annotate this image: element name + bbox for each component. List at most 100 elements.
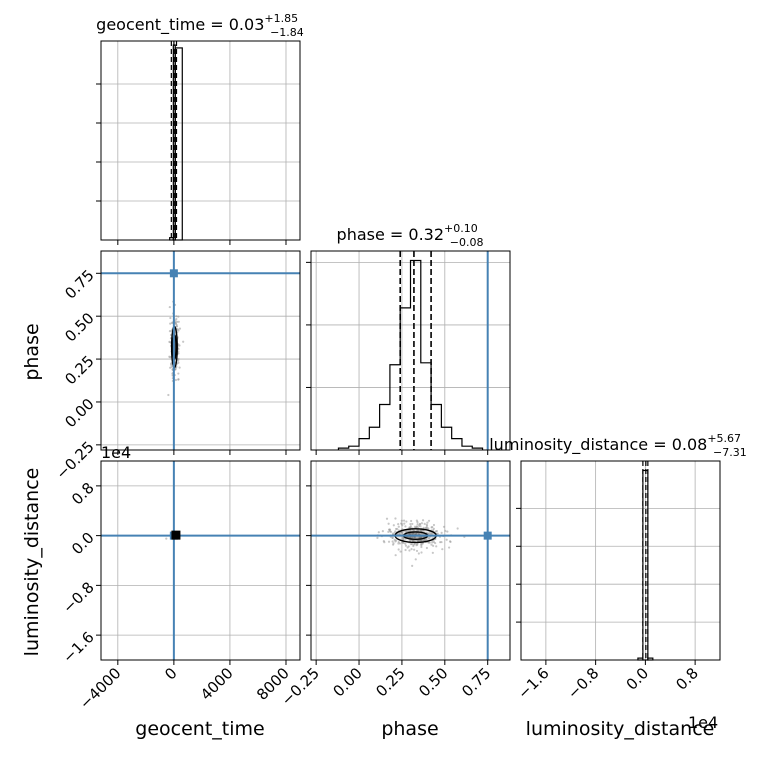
scatter-distance-phase-point-251 (432, 544, 435, 547)
scatter-phase-geocent-point-236 (174, 368, 177, 371)
title-luminosity-distance: luminosity_distance = 0.08+5.67 −7.31 (489, 432, 747, 459)
scatter-distance-phase-point-318 (397, 525, 400, 528)
scatter-distance-phase-point-147 (414, 558, 417, 561)
scatter-phase-geocent-point-204 (177, 372, 180, 375)
scatter-distance-phase-point-146 (400, 522, 403, 525)
scatter-distance-phase-point-129 (394, 517, 397, 520)
scatter-phase-geocent-yticklabel-4: 0.75 (61, 266, 97, 302)
scatter-phase-geocent-point-104 (175, 317, 178, 321)
scatter-distance-phase-point-262 (408, 549, 411, 552)
scatter-phase-geocent-point-246 (177, 329, 180, 332)
xlabel-luminosity-distance: luminosity_distance (526, 718, 715, 740)
title-luminosity-distance-median: 0.08 (672, 435, 708, 454)
scatter-distance-phase-point-277 (413, 542, 417, 545)
scatter-phase-geocent-point-53 (177, 315, 180, 318)
title-phase-plus: +0.10 (444, 222, 478, 235)
scatter-distance-phase-point-38 (423, 522, 426, 525)
scatter-distance-geocent-xticklabel-2: 4000 (197, 664, 237, 704)
scatter-distance-phase-point-282 (376, 536, 379, 539)
scatter-distance-phase-point-288 (432, 523, 436, 527)
scatter-distance-geocent-yticklabel-2: 0.0 (68, 529, 98, 559)
scatter-distance-phase-point-128 (415, 549, 419, 553)
scatter-distance-phase-point-4 (410, 519, 413, 523)
scatter-distance-phase-point-77 (412, 544, 415, 548)
scatter-distance-geocent-frame (100, 460, 301, 661)
scatter-distance-geocent-yticklabel-3: 0.8 (68, 479, 98, 509)
scatter-distance-phase-point-278 (404, 525, 407, 528)
scatter-distance-phase-point-238 (404, 544, 408, 547)
offset-label-x-distance: 1e4 (688, 713, 718, 732)
scatter-distance-phase-point-58 (377, 531, 380, 534)
scatter-distance-phase-point-5 (400, 519, 403, 522)
scatter-distance-geocent-xticklabel-1: 0 (161, 664, 180, 683)
scatter-distance-phase-point-316 (421, 519, 425, 522)
scatter-distance-phase-xticklabel-1: 0.00 (330, 664, 366, 700)
scatter-phase-geocent-point-21 (169, 322, 172, 325)
scatter-distance-phase-xticklabel-4: 0.75 (458, 664, 494, 700)
scatter-distance-geocent-density-core (171, 530, 181, 540)
scatter-distance-phase-point-319 (431, 541, 434, 544)
scatter-distance-phase-point-293 (392, 542, 395, 545)
scatter-distance-phase-point-239 (402, 541, 405, 544)
scatter-distance-phase-point-54 (405, 520, 408, 523)
scatter-distance-phase-point-231 (404, 548, 407, 552)
scatter-distance-phase-point-50 (403, 522, 406, 525)
title-phase-param: phase (337, 225, 385, 244)
scatter-distance-phase-point-226 (391, 536, 394, 540)
scatter-distance-phase-point-266 (381, 529, 384, 533)
title-geocent-time: geocent_time = 0.03+1.85 −1.84 (96, 12, 304, 39)
scatter-distance-phase-point-270 (416, 543, 419, 546)
scatter-phase-geocent-point-215 (169, 316, 172, 320)
scatter-distance-phase-point-279 (408, 526, 412, 529)
scatter-distance-phase-frame (310, 460, 511, 661)
scatter-distance-phase-point-242 (448, 546, 451, 549)
scatter-distance-phase-point-35 (420, 522, 423, 525)
scatter-distance-phase-point-108 (422, 526, 425, 529)
title-geocent-time-minus: −1.84 (270, 26, 304, 39)
hist-distance-xticklabel-0: −1.6 (514, 664, 552, 702)
scatter-phase-geocent-yticklabel-2: 0.25 (61, 352, 97, 388)
scatter-distance-phase-xticklabel-2: 0.25 (372, 664, 408, 700)
scatter-distance-phase-point-264 (440, 540, 443, 544)
hist-phase-frame (310, 250, 511, 451)
hist-distance-frame (520, 460, 721, 661)
scatter-distance-phase-point-206 (430, 532, 434, 535)
scatter-distance-phase-point-246 (404, 542, 407, 545)
xlabel-phase: phase (381, 718, 438, 740)
scatter-distance-phase-point-215 (417, 552, 420, 555)
scatter-distance-phase-point-197 (411, 522, 414, 526)
scatter-phase-geocent-point-227 (174, 378, 178, 382)
scatter-distance-phase-point-162 (399, 550, 402, 553)
scatter-distance-phase-point-63 (391, 540, 394, 543)
scatter-distance-phase-point-82 (411, 543, 414, 546)
scatter-distance-geocent-point-3 (165, 537, 168, 540)
hist-phase-steps (337, 259, 484, 450)
scatter-phase-geocent-yticklabel-1: 0.00 (61, 395, 97, 431)
scatter-distance-phase-point-284 (420, 545, 423, 549)
scatter-phase-geocent-truth-marker (169, 269, 178, 278)
scatter-distance-phase-point-123 (446, 530, 449, 533)
title-phase: phase = 0.32+0.10 −0.08 (337, 222, 484, 249)
scatter-distance-phase-point-276 (413, 536, 416, 539)
scatter-distance-phase-point-75 (413, 548, 416, 551)
scatter-phase-geocent-point-170 (168, 330, 172, 333)
panels-layer: −1.6 −0.8 0.0 0.8−0.250.000.250.500.75−4000… (52, 40, 721, 713)
scatter-phase-geocent-yticklabel-0: −0.25 (52, 438, 97, 483)
scatter-phase-geocent-yticklabel-3: 0.50 (61, 309, 97, 345)
scatter-distance-phase-point-11 (444, 529, 447, 532)
scatter-distance-phase-xticklabel-3: 0.50 (415, 664, 451, 700)
title-phase-median: 0.32 (408, 225, 444, 244)
scatter-distance-geocent-yticklabel-1: −0.8 (59, 578, 97, 616)
title-geocent-time-plus: +1.85 (264, 12, 298, 25)
scatter-phase-geocent-point-106 (177, 320, 180, 323)
scatter-distance-phase-point-44 (420, 544, 423, 547)
xlabel-geocent-time: geocent_time (135, 718, 264, 740)
scatter-phase-geocent-point-223 (170, 362, 173, 365)
scatter-distance-phase-point-88 (411, 564, 414, 567)
scatter-phase-geocent-point-0 (182, 340, 185, 343)
scatter-phase-geocent-point-98 (178, 366, 181, 369)
title-geocent-time-param: geocent_time (96, 15, 205, 35)
hist-distance-xticklabel-2: 0.0 (623, 664, 653, 694)
offset-label-y-distance: 1e4 (101, 443, 131, 462)
scatter-phase-geocent-point-30 (175, 315, 178, 318)
